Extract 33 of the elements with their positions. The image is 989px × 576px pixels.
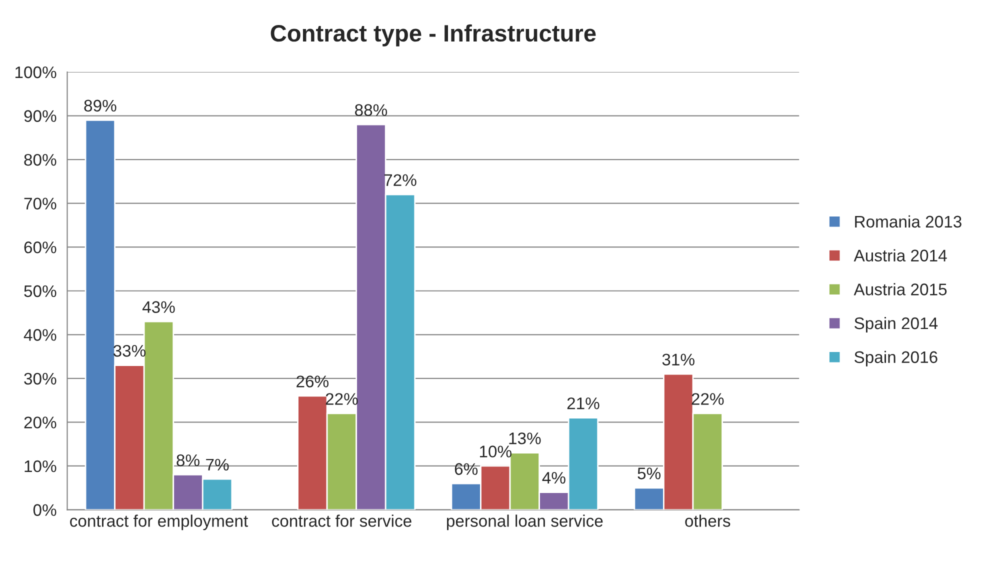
y-tick-label: 70% [24,198,56,210]
y-tick-label: 20% [24,416,56,428]
y-tick-label: 0% [33,504,56,516]
y-tick-label: 40% [24,329,56,341]
y-tick-label: 10% [24,460,56,472]
y-tick-label: 90% [24,110,56,122]
data-label: 8% [176,454,200,466]
x-tick-label: contract for service [272,514,412,527]
data-label: 13% [509,432,541,444]
x-tick-label: others [685,514,730,527]
data-label: 10% [480,446,512,458]
data-label: 4% [542,472,566,484]
data-label: 89% [84,100,116,112]
data-label: 31% [662,354,694,366]
legend-label: Spain 2014 [854,316,938,333]
data-label: 43% [142,301,175,313]
data-label: 6% [454,463,478,475]
data-label: 21% [567,397,600,410]
legend-label: Austria 2015 [854,283,947,296]
legend-label: Romania 2013 [855,215,962,228]
y-tick-label: 80% [24,154,56,166]
legend-label: Spain 2016 [854,350,938,366]
chart-title: Contract type - Infrastructure [270,24,596,46]
data-label: 88% [355,104,388,116]
x-tick-label: personal loan service [447,514,603,530]
y-tick-label: 50% [24,285,56,298]
data-label: 5% [638,468,661,480]
y-tick-label: 60% [24,242,56,254]
y-tick-label: 100% [15,66,56,78]
y-tick-label: 30% [24,372,56,385]
x-tick-label: contract for employment [70,514,248,530]
data-label: 26% [296,376,329,388]
legend-label: Austria 2014 [854,249,947,262]
